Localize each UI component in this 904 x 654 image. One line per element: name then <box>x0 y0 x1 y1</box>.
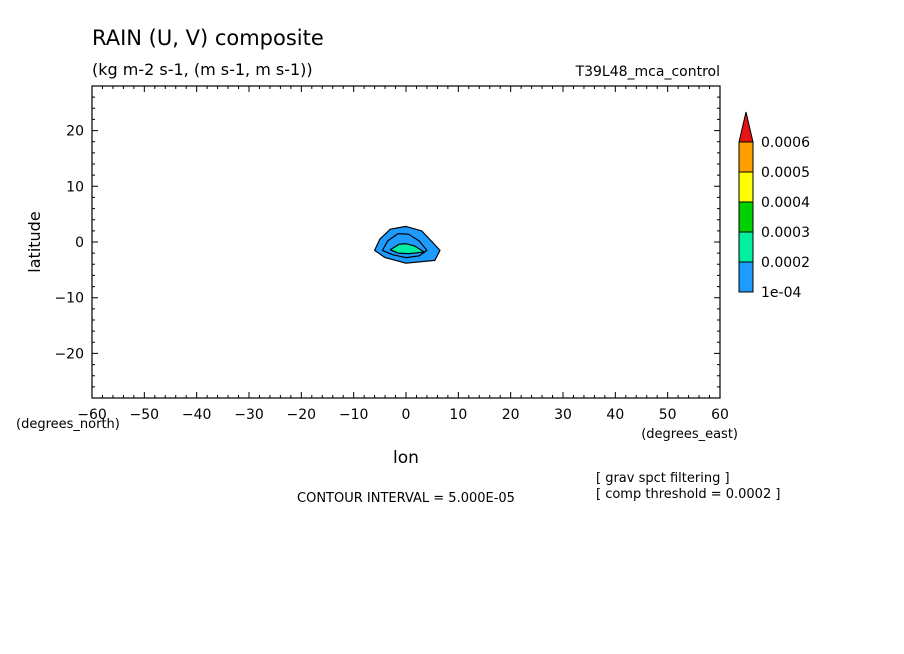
chart-units: (kg m-2 s-1, (m s-1, m s-1)) <box>92 60 313 79</box>
colorbar-segment <box>738 171 754 203</box>
y-tick-label: −10 <box>54 291 84 307</box>
contour-layer <box>374 225 441 264</box>
x-tick-label: 50 <box>659 407 677 423</box>
colorbar-top-arrow <box>738 111 754 143</box>
x-tick-label: 30 <box>554 407 572 423</box>
x-tick-label: −50 <box>130 407 160 423</box>
x-tick-label: −40 <box>182 407 212 423</box>
chart-title: RAIN (U, V) composite <box>92 26 324 50</box>
y-units: (degrees_north) <box>16 417 120 432</box>
contour-level-2 <box>389 243 425 255</box>
colorbar-label: 0.0003 <box>761 225 810 241</box>
colorbar-segment <box>738 261 754 293</box>
colorbar-segment <box>738 141 754 173</box>
y-tick-label: 0 <box>75 235 84 251</box>
y-tick-label: 20 <box>66 124 84 140</box>
colorbar-label: 0.0002 <box>761 255 810 271</box>
contour-level-1 <box>381 233 428 259</box>
colorbar-label: 0.0004 <box>761 195 810 211</box>
contour-interval-note: CONTOUR INTERVAL = 5.000E-05 <box>297 491 515 506</box>
y-tick-labels: −20 −10 0 10 20 <box>54 124 84 363</box>
colorbar-segment <box>738 231 754 263</box>
x-axis-label: lon <box>393 448 419 468</box>
colorbar: 1e-04 0.0002 0.0003 0.0004 0.0005 0.0006 <box>738 111 810 301</box>
filtering-note: [ grav spct filtering ] <box>596 471 730 486</box>
y-tick-label: −20 <box>54 346 84 362</box>
x-tick-label: −10 <box>339 407 369 423</box>
y-tick-label: 10 <box>66 179 84 195</box>
x-tick-label: 10 <box>449 407 467 423</box>
colorbar-segment <box>738 201 754 233</box>
x-units: (degrees_east) <box>641 427 738 442</box>
x-tick-label: 60 <box>711 407 729 423</box>
colorbar-label: 0.0006 <box>761 135 810 151</box>
threshold-note: [ comp threshold = 0.0002 ] <box>596 487 780 502</box>
x-tick-label: −20 <box>287 407 317 423</box>
x-tick-labels: −60 −50 −40 −30 −20 −10 0 10 20 30 40 50 60 <box>77 407 729 423</box>
axis-ticks <box>91 85 721 399</box>
tick-marks <box>91 85 721 399</box>
run-label: T39L48_mca_control <box>575 64 720 80</box>
colorbar-label: 1e-04 <box>761 285 801 301</box>
x-tick-label: 40 <box>606 407 624 423</box>
colorbar-label: 0.0005 <box>761 165 810 181</box>
y-axis-label: latitude <box>25 211 44 272</box>
x-tick-label: −30 <box>234 407 264 423</box>
x-tick-label: 0 <box>402 407 411 423</box>
x-tick-label: 20 <box>502 407 520 423</box>
x-tick-label: −60 <box>77 407 107 423</box>
